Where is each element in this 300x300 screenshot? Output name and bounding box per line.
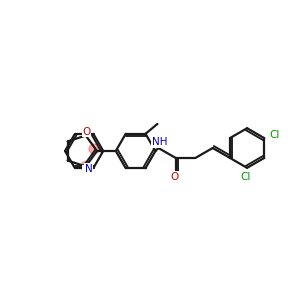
- Text: O: O: [82, 127, 91, 136]
- Text: N: N: [83, 165, 91, 176]
- Ellipse shape: [81, 161, 91, 171]
- Text: Cl: Cl: [240, 172, 250, 182]
- Text: N: N: [85, 164, 93, 173]
- Text: Cl: Cl: [269, 130, 279, 140]
- Text: NH: NH: [152, 137, 167, 147]
- Ellipse shape: [89, 144, 99, 154]
- Text: O: O: [170, 172, 179, 182]
